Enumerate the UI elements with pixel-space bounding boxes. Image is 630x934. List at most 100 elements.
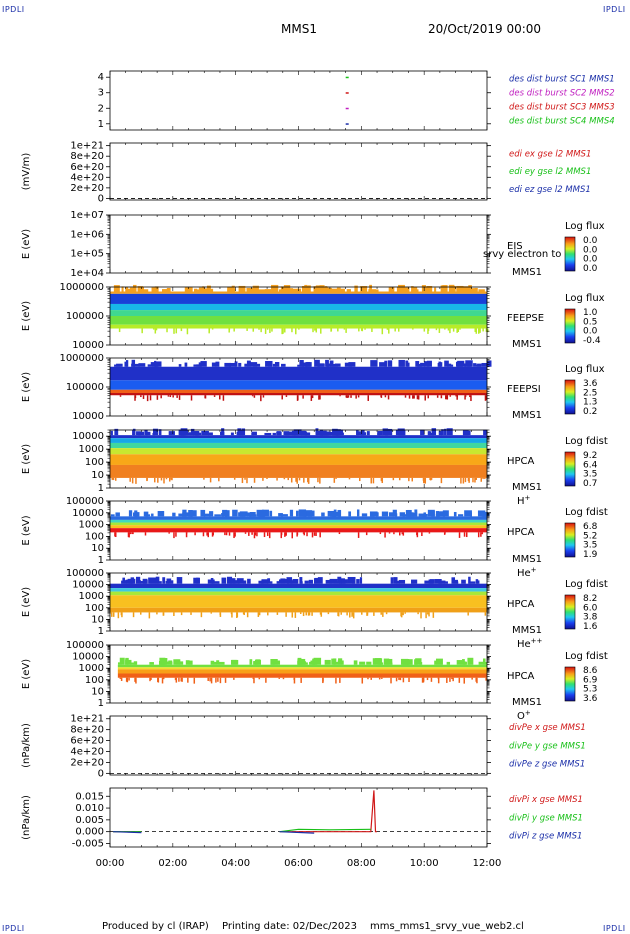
spectrogram-speckle bbox=[320, 328, 322, 334]
spectrogram-speckle bbox=[338, 658, 343, 665]
spectrogram-speckle bbox=[353, 660, 358, 665]
spectrogram-speckle bbox=[422, 477, 425, 481]
spectrogram-speckle bbox=[372, 477, 375, 484]
spectrogram-speckle bbox=[246, 477, 248, 484]
spectrogram-speckle bbox=[379, 362, 387, 367]
spectrogram-speckle bbox=[299, 577, 303, 584]
spectrogram-speckle bbox=[135, 576, 141, 584]
spectrogram-speckle bbox=[419, 662, 423, 665]
y-tick-label: 1000 bbox=[79, 591, 104, 602]
spectrogram-speckle bbox=[143, 511, 149, 517]
spectrogram-speckle bbox=[458, 677, 461, 683]
colorbar-label: Log flux bbox=[565, 221, 605, 232]
spectrogram-speckle bbox=[474, 287, 478, 292]
spectrogram-speckle bbox=[417, 395, 420, 400]
spectrogram-speckle bbox=[482, 328, 484, 332]
spectrogram-speckle bbox=[371, 328, 373, 332]
y-tick-label: 1 bbox=[98, 555, 104, 566]
spectrogram-speckle bbox=[403, 661, 406, 665]
ion-charge: + bbox=[531, 566, 537, 574]
spectrogram-speckle bbox=[438, 328, 441, 333]
spectrogram-speckle bbox=[236, 612, 239, 618]
spectrogram-speckle bbox=[318, 395, 321, 397]
spectrogram-speckle bbox=[221, 428, 225, 436]
spectrogram-speckle bbox=[156, 612, 158, 615]
spectrogram-band bbox=[110, 522, 487, 526]
spectrogram-speckle bbox=[186, 328, 189, 335]
spectrogram-speckle bbox=[224, 677, 227, 683]
spectrogram-speckle bbox=[444, 428, 447, 436]
spectrogram-speckle bbox=[453, 581, 459, 584]
spectrogram-speckle bbox=[219, 612, 222, 617]
spectrogram-speckle bbox=[330, 328, 333, 332]
spectrogram-speckle bbox=[157, 511, 165, 517]
spectrogram-speckle bbox=[397, 328, 400, 332]
spectrogram-speckle bbox=[482, 477, 484, 480]
spectrogram-speckle bbox=[415, 658, 422, 665]
spectrogram-speckle bbox=[443, 532, 446, 535]
spectrogram-speckle bbox=[193, 577, 199, 584]
spectrogram-speckle bbox=[468, 285, 472, 292]
spectrogram-speckle bbox=[296, 510, 299, 517]
colorbar-tick-label: 3.8 bbox=[583, 613, 598, 623]
spectrogram-speckle bbox=[319, 532, 321, 538]
spectrogram-speckle bbox=[325, 361, 329, 367]
corner-label-top-left: IPDLI bbox=[2, 5, 25, 14]
spectrogram-speckle bbox=[118, 328, 121, 333]
spectrogram-speckle bbox=[161, 289, 169, 292]
spectrogram-speckle bbox=[462, 287, 468, 292]
spectrogram-speckle bbox=[234, 532, 236, 537]
spectrogram-speckle bbox=[115, 512, 120, 517]
spectrogram-speckle bbox=[281, 328, 283, 335]
spectrogram-speckle bbox=[399, 532, 401, 536]
spectrogram-speckle bbox=[322, 431, 330, 436]
spectrogram-speckle bbox=[412, 328, 414, 330]
spectrogram-speckle bbox=[324, 286, 328, 292]
spectrogram-speckle bbox=[307, 612, 310, 616]
spectrogram-speckle bbox=[478, 289, 485, 292]
y-tick-label: 1 bbox=[98, 483, 104, 494]
spectrogram-speckle bbox=[367, 395, 369, 401]
spectrogram-speckle bbox=[468, 581, 476, 584]
spectrogram-speckle bbox=[257, 289, 266, 292]
colorbar-label: Log flux bbox=[565, 364, 605, 375]
spectrogram-speckle bbox=[463, 661, 467, 665]
spectrogram-speckle bbox=[131, 363, 135, 367]
spectrogram-speckle bbox=[282, 677, 285, 680]
y-tick-label: 4e+20 bbox=[70, 747, 104, 758]
spectrogram-speckle bbox=[292, 288, 298, 292]
spectrogram-speckle bbox=[298, 328, 300, 330]
spectrogram-band bbox=[117, 667, 488, 670]
spectrogram-speckle bbox=[216, 660, 220, 665]
spectrogram-speckle bbox=[319, 395, 321, 400]
panel-frame bbox=[109, 70, 488, 131]
spectrogram-speckle bbox=[337, 328, 339, 332]
spectrogram-speckle bbox=[393, 532, 395, 535]
spectrogram-speckle bbox=[153, 477, 156, 483]
spectrogram-speckle bbox=[483, 429, 487, 436]
spectrogram-speckle bbox=[295, 477, 297, 482]
spectrogram-speckle bbox=[463, 532, 466, 537]
colorbar-tick-label: 6.9 bbox=[583, 675, 598, 685]
colorbar-tick-label: 1.6 bbox=[583, 622, 598, 632]
legend-entry: des dist burst SC2 MMS2 bbox=[509, 89, 615, 99]
spectrogram-speckle bbox=[385, 428, 393, 436]
series-line bbox=[279, 790, 377, 833]
spacecraft-label: MMS1 bbox=[512, 339, 542, 350]
spectrogram-speckle bbox=[319, 285, 322, 292]
spectrogram-speckle bbox=[455, 361, 464, 367]
spectrogram-speckle bbox=[158, 429, 162, 436]
spectrogram-speckle bbox=[474, 477, 476, 483]
spectrogram-speckle bbox=[435, 511, 439, 517]
y-tick-label: 0 bbox=[98, 193, 104, 204]
spectrogram-speckle bbox=[264, 328, 267, 334]
spectrogram-speckle bbox=[222, 509, 228, 517]
y-tick-label: 100 bbox=[85, 675, 104, 686]
y-tick-label: 10000 bbox=[72, 508, 104, 519]
spectrogram-speckle bbox=[449, 328, 451, 334]
spectrogram-speckle bbox=[165, 477, 168, 480]
spectrogram-speckle bbox=[456, 285, 464, 292]
spectrogram-speckle bbox=[149, 395, 152, 401]
